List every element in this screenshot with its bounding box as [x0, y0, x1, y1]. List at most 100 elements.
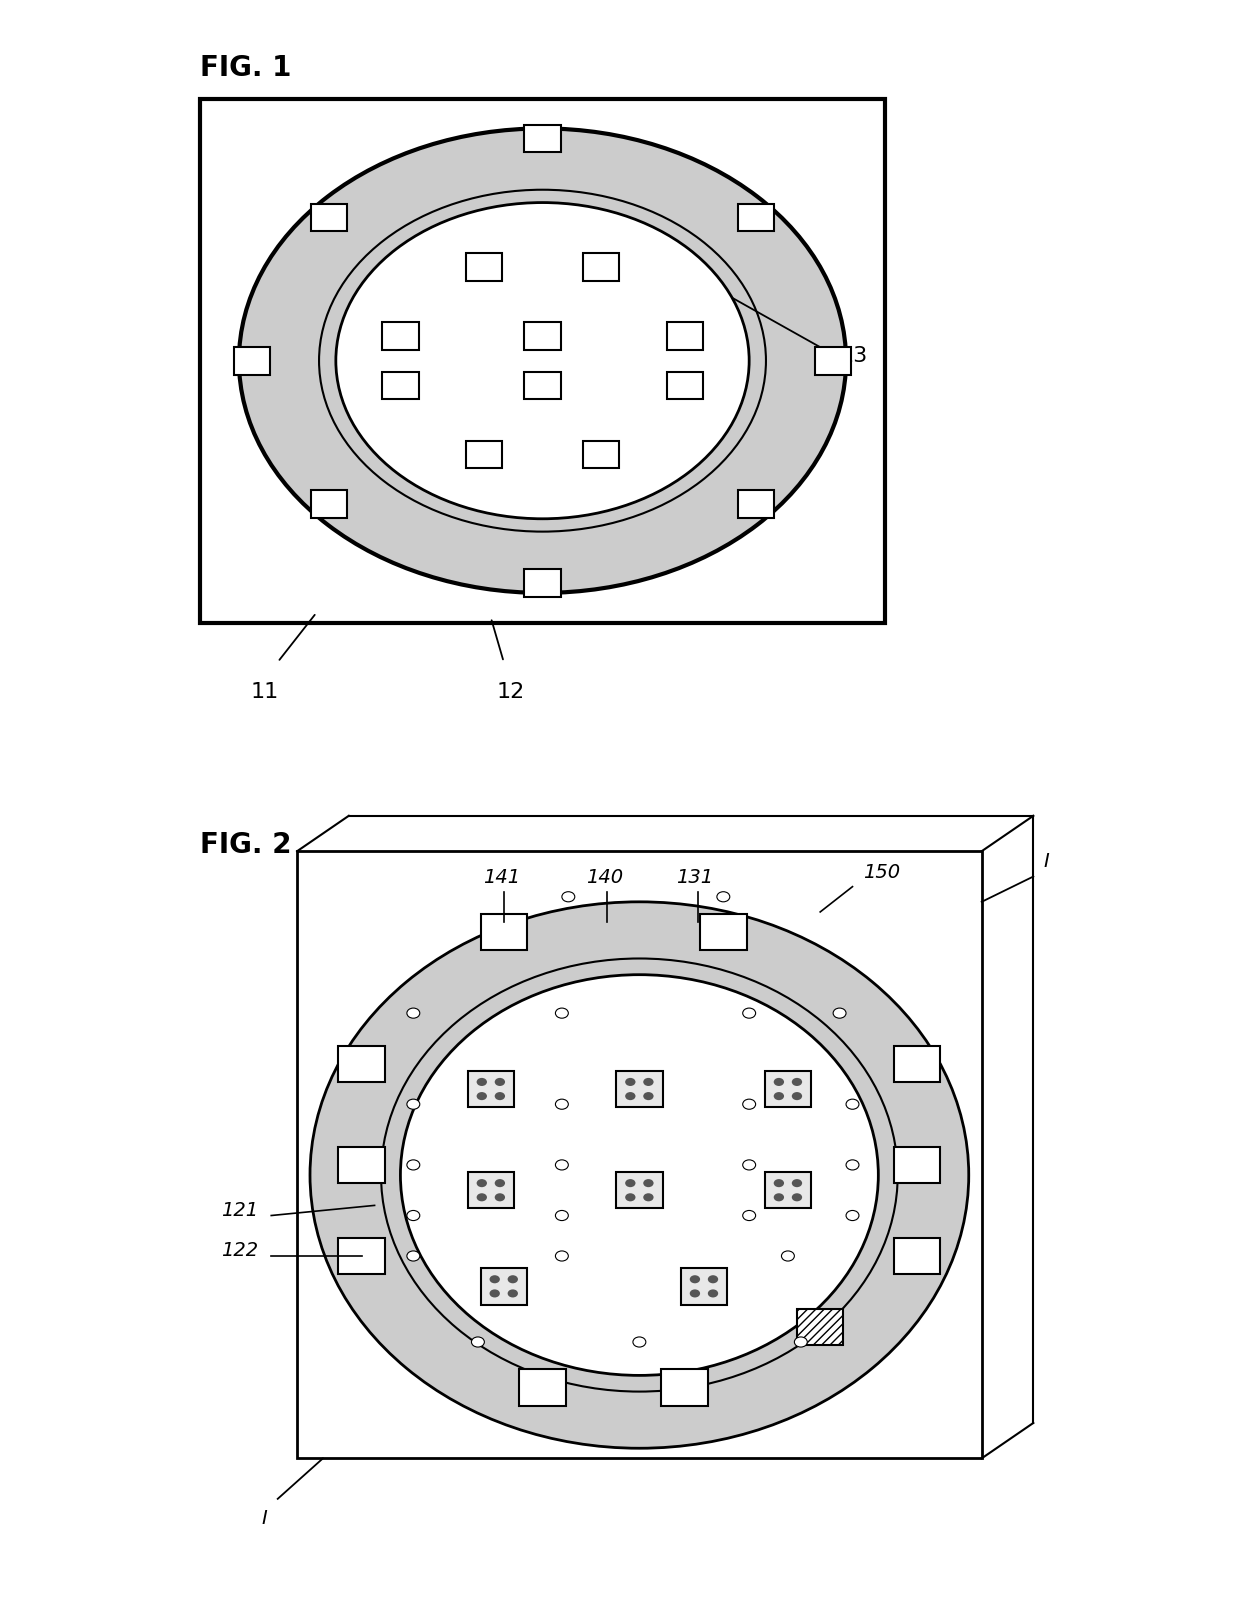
Bar: [894, 1147, 940, 1183]
Circle shape: [795, 1337, 807, 1346]
Circle shape: [407, 1211, 420, 1220]
Bar: [466, 441, 502, 468]
Bar: [738, 203, 774, 232]
Bar: [667, 372, 703, 399]
Circle shape: [239, 128, 846, 592]
Circle shape: [625, 1179, 635, 1187]
Circle shape: [495, 1179, 505, 1187]
Text: 12: 12: [496, 682, 525, 701]
Circle shape: [689, 1276, 701, 1284]
Text: FIG. 1: FIG. 1: [200, 54, 291, 83]
Circle shape: [644, 1078, 653, 1086]
Circle shape: [846, 1211, 859, 1220]
Circle shape: [556, 1211, 568, 1220]
Circle shape: [846, 1159, 859, 1171]
Bar: [298, 851, 982, 1458]
Circle shape: [792, 1092, 802, 1100]
Ellipse shape: [381, 958, 898, 1391]
Text: 11: 11: [250, 682, 279, 701]
Circle shape: [495, 1092, 505, 1100]
Circle shape: [556, 1099, 568, 1110]
Circle shape: [490, 1276, 500, 1284]
Text: 13: 13: [839, 345, 868, 366]
Circle shape: [556, 1159, 568, 1171]
Circle shape: [562, 891, 575, 902]
Bar: [765, 1172, 811, 1209]
Circle shape: [476, 1193, 487, 1201]
Circle shape: [507, 1289, 518, 1297]
Ellipse shape: [401, 974, 878, 1375]
Text: 141: 141: [482, 867, 520, 886]
Circle shape: [644, 1193, 653, 1201]
Bar: [525, 323, 560, 350]
Bar: [382, 372, 419, 399]
Circle shape: [743, 1159, 755, 1171]
Bar: [311, 490, 347, 517]
Bar: [339, 1046, 384, 1081]
Circle shape: [476, 1092, 487, 1100]
Circle shape: [625, 1078, 635, 1086]
Circle shape: [476, 1179, 487, 1187]
Bar: [661, 1369, 708, 1405]
Circle shape: [743, 1211, 755, 1220]
Bar: [520, 1369, 565, 1405]
Circle shape: [407, 1250, 420, 1262]
Bar: [701, 913, 746, 950]
Circle shape: [792, 1078, 802, 1086]
Bar: [894, 1046, 940, 1081]
Circle shape: [689, 1289, 701, 1297]
Circle shape: [407, 1159, 420, 1171]
Text: I: I: [262, 1509, 268, 1528]
Circle shape: [625, 1193, 635, 1201]
Bar: [797, 1308, 843, 1345]
Circle shape: [774, 1078, 784, 1086]
Bar: [339, 1147, 384, 1183]
Circle shape: [495, 1078, 505, 1086]
Bar: [583, 252, 619, 281]
Circle shape: [717, 891, 730, 902]
Circle shape: [792, 1179, 802, 1187]
Bar: [200, 99, 885, 623]
Text: I: I: [1044, 853, 1049, 872]
Circle shape: [781, 1250, 795, 1262]
Text: FIG. 2: FIG. 2: [200, 830, 291, 859]
Text: 131: 131: [676, 867, 713, 886]
Bar: [738, 490, 774, 517]
Bar: [382, 323, 419, 350]
Circle shape: [407, 1008, 420, 1019]
Circle shape: [556, 1008, 568, 1019]
Bar: [525, 125, 560, 152]
Circle shape: [792, 1193, 802, 1201]
Bar: [481, 1268, 527, 1305]
Bar: [467, 1072, 515, 1107]
Text: 140: 140: [587, 867, 622, 886]
Circle shape: [336, 203, 749, 519]
Circle shape: [644, 1179, 653, 1187]
Circle shape: [743, 1099, 755, 1110]
Circle shape: [471, 1337, 485, 1346]
Bar: [583, 441, 619, 468]
Bar: [234, 347, 270, 375]
Bar: [481, 913, 527, 950]
Circle shape: [846, 1099, 859, 1110]
Circle shape: [507, 1276, 518, 1284]
Bar: [616, 1172, 662, 1209]
Circle shape: [644, 1092, 653, 1100]
Text: 122: 122: [221, 1241, 258, 1260]
Circle shape: [556, 1250, 568, 1262]
Bar: [311, 203, 347, 232]
Circle shape: [743, 1008, 755, 1019]
Circle shape: [833, 1008, 846, 1019]
Bar: [765, 1072, 811, 1107]
Bar: [681, 1268, 727, 1305]
Bar: [815, 347, 851, 375]
Ellipse shape: [310, 902, 968, 1448]
Bar: [467, 1172, 515, 1209]
Circle shape: [625, 1092, 635, 1100]
Circle shape: [476, 1078, 487, 1086]
Circle shape: [774, 1092, 784, 1100]
Bar: [339, 1238, 384, 1274]
Circle shape: [632, 1337, 646, 1346]
Bar: [894, 1238, 940, 1274]
Circle shape: [774, 1193, 784, 1201]
